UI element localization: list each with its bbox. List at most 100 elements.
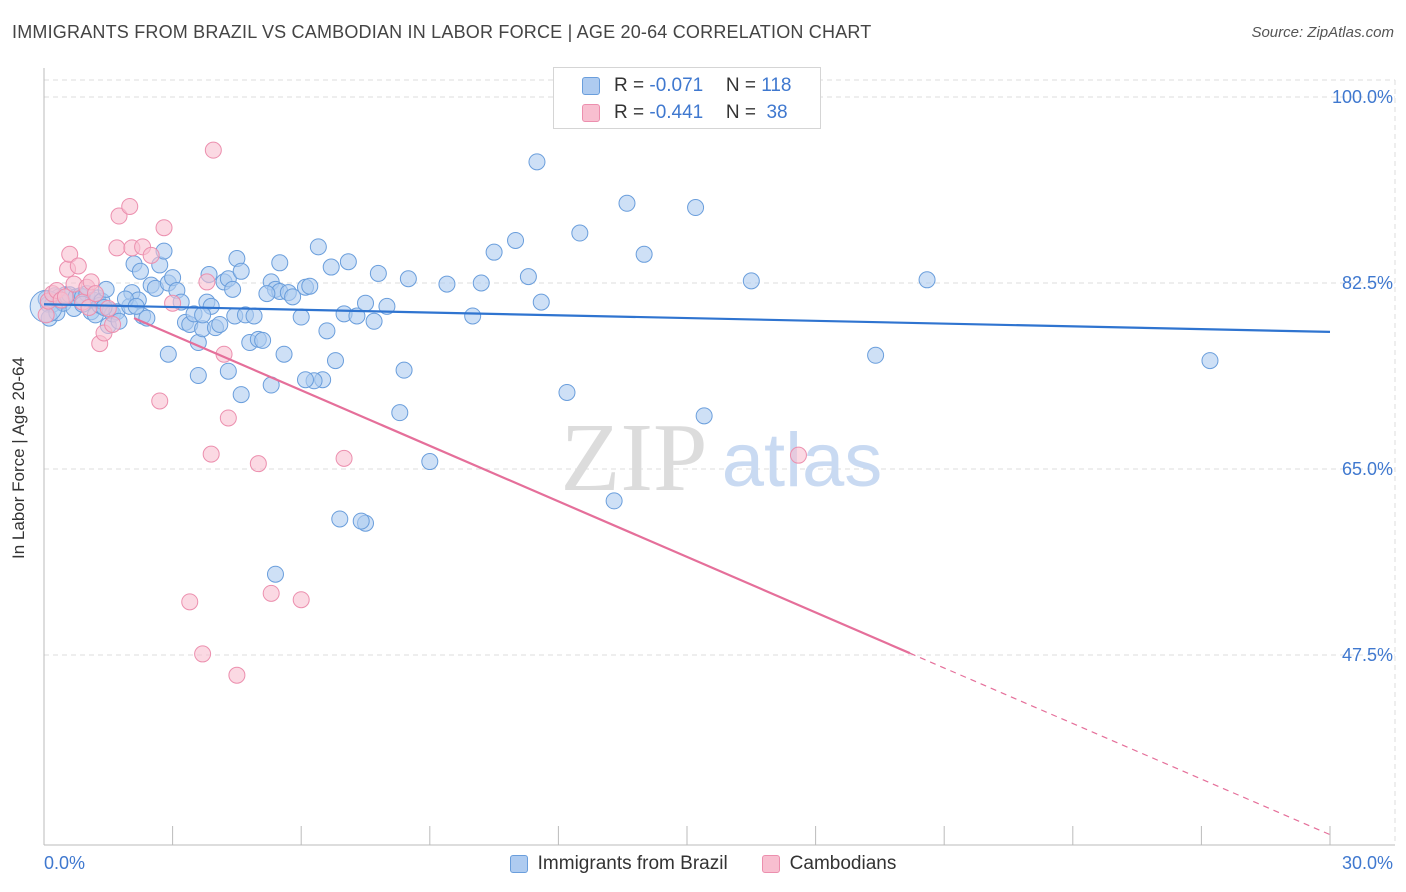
x-tick-label-min: 0.0% [44, 853, 85, 873]
point-brazil [224, 280, 242, 298]
point-brazil [331, 510, 349, 528]
point-cambodians [99, 300, 117, 318]
legend-n-value-1: 118 [761, 75, 792, 96]
point-cambodians [110, 207, 128, 225]
y-tick-label: 100.0% [1332, 87, 1393, 107]
point-brazil [391, 404, 409, 422]
bottom-legend-cambodians[interactable]: Cambodians [761, 853, 897, 875]
point-cambodians [228, 666, 246, 684]
point-brazil [245, 307, 263, 325]
legend-r-value-1: -0.071 [649, 75, 704, 96]
point-brazil [605, 492, 623, 510]
point-cambodians [121, 197, 139, 215]
series-cambodians-points [37, 141, 807, 684]
point-brazil [326, 352, 344, 370]
point-brazil [318, 322, 336, 340]
point-brazil [266, 565, 284, 583]
bottom-legend-brazil[interactable]: Immigrants from Brazil [509, 853, 728, 875]
bottom-legend: Immigrants from Brazil Cambodians [0, 850, 1406, 878]
point-brazil [219, 362, 237, 380]
point-cambodians [86, 285, 104, 303]
point-cambodians [164, 294, 182, 312]
y-tick-label: 65.0% [1342, 459, 1393, 479]
gridlines [44, 79, 1396, 845]
point-brazil [918, 271, 936, 289]
point-brazil [301, 277, 319, 295]
axes [43, 68, 1395, 846]
tick-labels: 47.5% 65.0% 82.5% 100.0% 0.0% 30.0% [44, 87, 1393, 873]
point-brazil [258, 285, 276, 303]
point-brazil [275, 345, 293, 363]
bottom-legend-label-cambodians: Cambodians [789, 853, 897, 874]
point-cambodians [142, 246, 160, 264]
point-brazil [352, 512, 370, 530]
bottom-swatch-cambodians [761, 855, 780, 873]
point-brazil [635, 245, 653, 263]
point-brazil [254, 331, 272, 349]
point-brazil [519, 268, 537, 286]
point-brazil [395, 361, 413, 379]
point-cambodians [292, 591, 310, 609]
point-brazil [189, 366, 207, 384]
x-tick-label-max: 30.0% [1342, 853, 1393, 873]
legend-r-label-2: R = [614, 102, 650, 123]
point-brazil [284, 288, 302, 306]
bottom-legend-label-brazil: Immigrants from Brazil [537, 853, 728, 874]
y-tick-label: 82.5% [1342, 273, 1393, 293]
trend-lines [43, 303, 1331, 836]
point-brazil [271, 254, 289, 272]
legend-n-value-2: 38 [766, 102, 788, 123]
point-brazil [232, 262, 250, 280]
point-brazil [485, 243, 503, 261]
point-brazil [558, 383, 576, 401]
point-brazil [309, 238, 327, 256]
series-brazil-points [29, 153, 1219, 583]
point-brazil [292, 308, 310, 326]
point-cambodians [69, 257, 87, 275]
point-cambodians [181, 593, 199, 611]
legend-n-label-2: N = [725, 102, 762, 123]
point-brazil [131, 262, 149, 280]
point-cambodians [104, 315, 122, 333]
point-brazil [159, 345, 177, 363]
legend-r-value-2: -0.441 [649, 102, 704, 123]
point-brazil [378, 297, 396, 315]
point-brazil [194, 306, 212, 324]
point-cambodians [108, 239, 126, 257]
point-cambodians [249, 455, 267, 473]
legend-swatch-brazil [582, 77, 600, 95]
point-brazil [742, 272, 760, 290]
point-brazil [339, 253, 357, 271]
point-cambodians [202, 445, 220, 463]
point-cambodians [80, 298, 98, 316]
point-brazil [232, 386, 250, 404]
point-brazil [1201, 352, 1219, 370]
point-brazil [357, 294, 374, 312]
point-brazil [464, 307, 482, 325]
point-brazil [618, 194, 636, 212]
point-cambodians [194, 645, 212, 663]
point-brazil [322, 258, 340, 276]
point-brazil [421, 453, 439, 471]
bottom-swatch-brazil [509, 855, 528, 873]
point-cambodians [61, 245, 79, 263]
trend-line-brazil [43, 303, 1331, 333]
source-label: Source: ZipAtlas.com [1251, 24, 1394, 41]
point-brazil [296, 371, 314, 389]
y-axis-label: In Labor Force | Age 20-64 [9, 357, 28, 559]
point-cambodians [262, 584, 280, 602]
point-brazil [472, 274, 490, 292]
point-brazil [369, 264, 387, 282]
trend-line-cambodians-extension [909, 652, 1331, 836]
point-brazil [438, 275, 456, 293]
chart-title: IMMIGRANTS FROM BRAZIL VS CAMBODIAN IN L… [12, 22, 872, 42]
point-brazil [867, 346, 885, 364]
point-brazil [532, 293, 550, 311]
point-cambodians [335, 449, 353, 467]
point-brazil [571, 224, 589, 242]
point-cambodians [219, 409, 237, 427]
point-cambodians [204, 141, 222, 159]
y-tick-label: 47.5% [1342, 645, 1393, 665]
point-cambodians [789, 446, 807, 464]
